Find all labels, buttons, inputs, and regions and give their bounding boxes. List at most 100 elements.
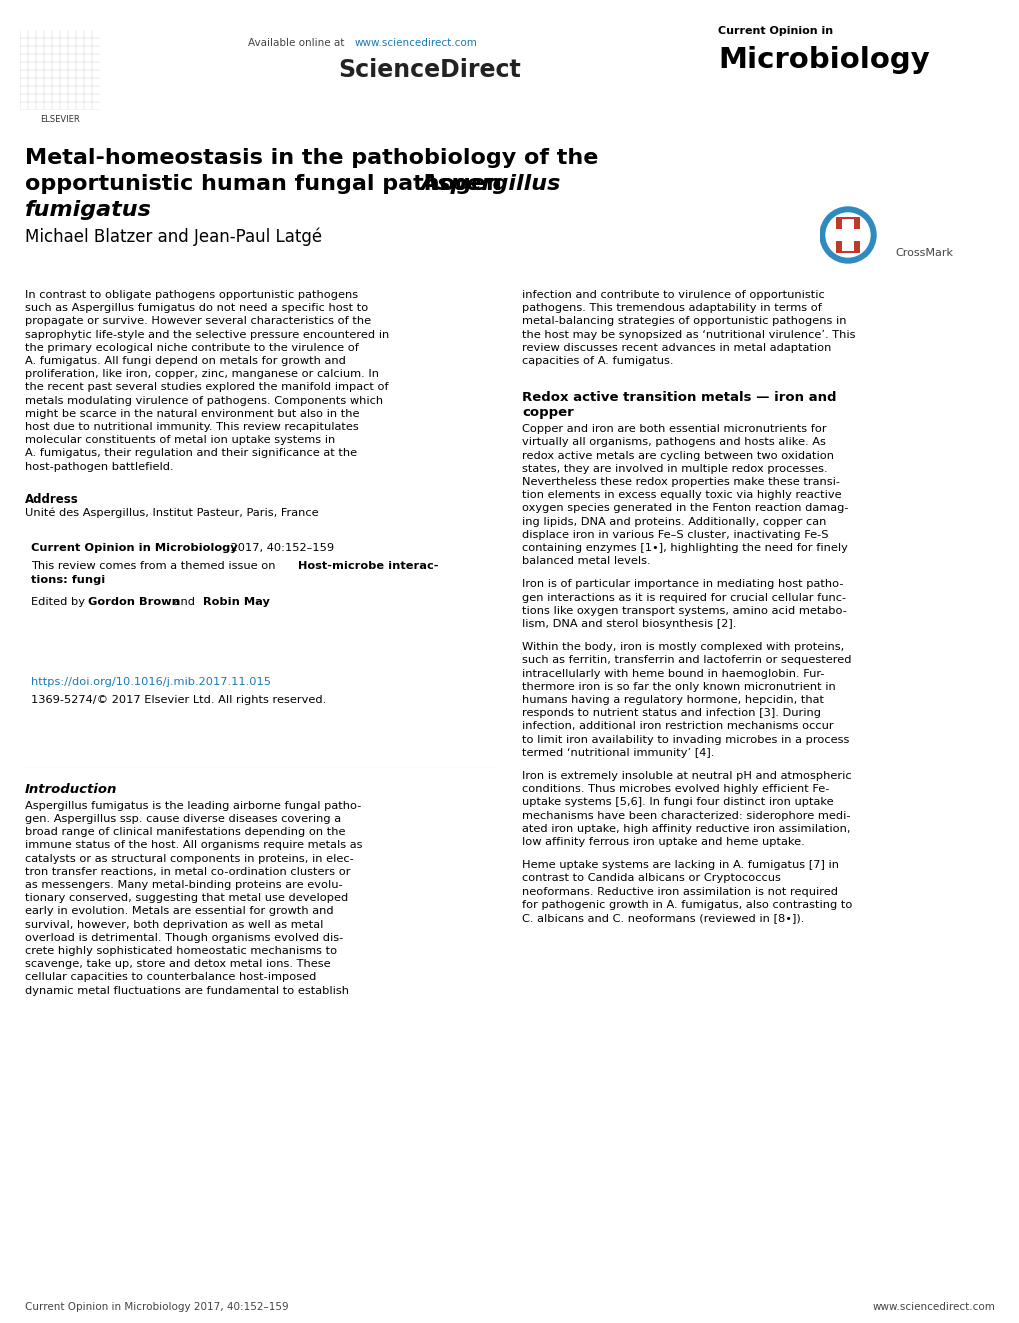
Text: gen. Aspergillus ssp. cause diverse diseases covering a: gen. Aspergillus ssp. cause diverse dise…: [25, 814, 340, 824]
Text: uptake systems [5,6]. In fungi four distinct iron uptake: uptake systems [5,6]. In fungi four dist…: [522, 798, 833, 807]
Circle shape: [825, 213, 869, 257]
Text: such as ferritin, transferrin and lactoferrin or sequestered: such as ferritin, transferrin and lactof…: [522, 655, 851, 665]
Text: tron transfer reactions, in metal co-ordination clusters or: tron transfer reactions, in metal co-ord…: [25, 867, 351, 877]
Text: overload is detrimental. Though organisms evolved dis-: overload is detrimental. Though organism…: [25, 933, 343, 943]
Text: displace iron in various Fe–S cluster, inactivating Fe-S: displace iron in various Fe–S cluster, i…: [522, 529, 827, 540]
Text: saprophytic life-style and the selective pressure encountered in: saprophytic life-style and the selective…: [25, 329, 389, 340]
Text: 2017, 40:152–159: 2017, 40:152–159: [227, 542, 334, 553]
Text: https://doi.org/10.1016/j.mib.2017.11.015: https://doi.org/10.1016/j.mib.2017.11.01…: [31, 677, 271, 687]
Text: Iron is extremely insoluble at neutral pH and atmospheric: Iron is extremely insoluble at neutral p…: [522, 771, 851, 781]
Text: CrossMark: CrossMark: [894, 247, 952, 258]
Bar: [832, 229, 863, 241]
Text: Introduction: Introduction: [25, 783, 117, 796]
Text: metals modulating virulence of pathogens. Components which: metals modulating virulence of pathogens…: [25, 396, 383, 406]
Text: crete highly sophisticated homeostatic mechanisms to: crete highly sophisticated homeostatic m…: [25, 946, 337, 957]
Text: Within the body, iron is mostly complexed with proteins,: Within the body, iron is mostly complexe…: [522, 642, 844, 652]
Text: redox active metals are cycling between two oxidation: redox active metals are cycling between …: [522, 451, 834, 460]
Text: containing enzymes [1•], highlighting the need for finely: containing enzymes [1•], highlighting th…: [522, 542, 847, 553]
Text: survival, however, both deprivation as well as metal: survival, however, both deprivation as w…: [25, 919, 323, 930]
Text: C. albicans and C. neoformans (reviewed in [8•]).: C. albicans and C. neoformans (reviewed …: [522, 913, 804, 923]
Text: cellular capacities to counterbalance host-imposed: cellular capacities to counterbalance ho…: [25, 972, 316, 983]
Bar: [841, 220, 853, 251]
Bar: [836, 217, 859, 253]
Text: Microbiology: Microbiology: [717, 46, 929, 74]
Text: ing lipids, DNA and proteins. Additionally, copper can: ing lipids, DNA and proteins. Additional…: [522, 516, 825, 527]
Text: Edited by: Edited by: [31, 597, 89, 607]
Text: broad range of clinical manifestations depending on the: broad range of clinical manifestations d…: [25, 827, 345, 837]
Text: states, they are involved in multiple redox processes.: states, they are involved in multiple re…: [522, 464, 826, 474]
Text: oxygen species generated in the Fenton reaction damag-: oxygen species generated in the Fenton r…: [522, 503, 848, 513]
Text: propagate or survive. However several characteristics of the: propagate or survive. However several ch…: [25, 316, 371, 327]
Text: host-pathogen battlefield.: host-pathogen battlefield.: [25, 462, 173, 471]
Text: dynamic metal fluctuations are fundamental to establish: dynamic metal fluctuations are fundament…: [25, 986, 348, 996]
Text: Address: Address: [25, 492, 78, 505]
Text: immune status of the host. All organisms require metals as: immune status of the host. All organisms…: [25, 840, 362, 851]
Text: Available online at: Available online at: [248, 38, 347, 48]
Text: Redox active transition metals — iron and: Redox active transition metals — iron an…: [522, 392, 836, 405]
Text: Aspergillus: Aspergillus: [420, 175, 559, 194]
Text: www.sciencedirect.com: www.sciencedirect.com: [355, 38, 478, 48]
Text: the host may be synopsized as ‘nutritional virulence’. This: the host may be synopsized as ‘nutrition…: [522, 329, 855, 340]
Text: the recent past several studies explored the manifold impact of: the recent past several studies explored…: [25, 382, 388, 393]
Text: molecular constituents of metal ion uptake systems in: molecular constituents of metal ion upta…: [25, 435, 335, 446]
Text: Michael Blatzer and Jean-Paul Latgé: Michael Blatzer and Jean-Paul Latgé: [25, 228, 322, 246]
Text: the primary ecological niche contribute to the virulence of: the primary ecological niche contribute …: [25, 343, 359, 353]
Text: Nevertheless these redox properties make these transi-: Nevertheless these redox properties make…: [522, 478, 840, 487]
Text: scavenge, take up, store and detox metal ions. These: scavenge, take up, store and detox metal…: [25, 959, 330, 970]
Text: fumigatus: fumigatus: [25, 200, 152, 220]
Text: proliferation, like iron, copper, zinc, manganese or calcium. In: proliferation, like iron, copper, zinc, …: [25, 369, 379, 380]
Text: contrast to Candida albicans or Cryptococcus: contrast to Candida albicans or Cryptoco…: [522, 873, 781, 884]
Text: conditions. Thus microbes evolved highly efficient Fe-: conditions. Thus microbes evolved highly…: [522, 785, 828, 794]
Text: A. fumigatus, their regulation and their significance at the: A. fumigatus, their regulation and their…: [25, 448, 357, 458]
Text: virtually all organisms, pathogens and hosts alike. As: virtually all organisms, pathogens and h…: [522, 438, 825, 447]
Text: copper: copper: [522, 406, 573, 419]
Text: Gordon Brown: Gordon Brown: [88, 597, 179, 607]
Text: and: and: [170, 597, 199, 607]
Text: review discusses recent advances in metal adaptation: review discusses recent advances in meta…: [522, 343, 830, 353]
Text: to limit iron availability to invading microbes in a process: to limit iron availability to invading m…: [522, 734, 849, 745]
Text: In contrast to obligate pathogens opportunistic pathogens: In contrast to obligate pathogens opport…: [25, 290, 358, 300]
Text: intracellularly with heme bound in haemoglobin. Fur-: intracellularly with heme bound in haemo…: [522, 668, 823, 679]
Text: balanced metal levels.: balanced metal levels.: [522, 556, 650, 566]
Text: Host-microbe interac-: Host-microbe interac-: [298, 561, 438, 570]
Text: lism, DNA and sterol biosynthesis [2].: lism, DNA and sterol biosynthesis [2].: [522, 619, 736, 628]
Text: opportunistic human fungal pathogen: opportunistic human fungal pathogen: [25, 175, 510, 194]
Text: pathogens. This tremendous adaptability in terms of: pathogens. This tremendous adaptability …: [522, 303, 821, 314]
Text: catalysts or as structural components in proteins, in elec-: catalysts or as structural components in…: [25, 853, 354, 864]
Text: Unité des Aspergillus, Institut Pasteur, Paris, France: Unité des Aspergillus, Institut Pasteur,…: [25, 508, 318, 519]
Text: A. fumigatus. All fungi depend on metals for growth and: A. fumigatus. All fungi depend on metals…: [25, 356, 345, 366]
Text: responds to nutrient status and infection [3]. During: responds to nutrient status and infectio…: [522, 708, 820, 718]
Text: such as Aspergillus fumigatus do not need a specific host to: such as Aspergillus fumigatus do not nee…: [25, 303, 368, 314]
Text: Copper and iron are both essential micronutrients for: Copper and iron are both essential micro…: [522, 425, 825, 434]
Text: metal-balancing strategies of opportunistic pathogens in: metal-balancing strategies of opportunis…: [522, 316, 846, 327]
Text: Metal-homeostasis in the pathobiology of the: Metal-homeostasis in the pathobiology of…: [25, 148, 598, 168]
Text: thermore iron is so far the only known micronutrient in: thermore iron is so far the only known m…: [522, 681, 835, 692]
Circle shape: [819, 206, 875, 263]
Text: Current Opinion in Microbiology 2017, 40:152–159: Current Opinion in Microbiology 2017, 40…: [25, 1302, 288, 1312]
Text: tions: fungi: tions: fungi: [31, 574, 105, 585]
Text: early in evolution. Metals are essential for growth and: early in evolution. Metals are essential…: [25, 906, 333, 917]
Text: www.sciencedirect.com: www.sciencedirect.com: [871, 1302, 994, 1312]
Text: tions like oxygen transport systems, amino acid metabo-: tions like oxygen transport systems, ami…: [522, 606, 846, 615]
Text: tionary conserved, suggesting that metal use developed: tionary conserved, suggesting that metal…: [25, 893, 347, 904]
Text: for pathogenic growth in A. fumigatus, also contrasting to: for pathogenic growth in A. fumigatus, a…: [522, 900, 852, 910]
Text: gen interactions as it is required for crucial cellular func-: gen interactions as it is required for c…: [522, 593, 846, 602]
Text: This review comes from a themed issue on: This review comes from a themed issue on: [31, 561, 279, 570]
Text: ELSEVIER: ELSEVIER: [40, 115, 79, 124]
Text: Current Opinion in Microbiology: Current Opinion in Microbiology: [31, 542, 237, 553]
Text: infection and contribute to virulence of opportunistic: infection and contribute to virulence of…: [522, 290, 824, 300]
Text: tion elements in excess equally toxic via highly reactive: tion elements in excess equally toxic vi…: [522, 491, 841, 500]
Text: 1369-5274/© 2017 Elsevier Ltd. All rights reserved.: 1369-5274/© 2017 Elsevier Ltd. All right…: [31, 695, 326, 705]
Text: Iron is of particular importance in mediating host patho-: Iron is of particular importance in medi…: [522, 579, 843, 590]
Text: mechanisms have been characterized: siderophore medi-: mechanisms have been characterized: side…: [522, 811, 850, 820]
Text: Heme uptake systems are lacking in A. fumigatus [7] in: Heme uptake systems are lacking in A. fu…: [522, 860, 839, 871]
Text: capacities of A. fumigatus.: capacities of A. fumigatus.: [522, 356, 673, 366]
Text: humans having a regulatory hormone, hepcidin, that: humans having a regulatory hormone, hepc…: [522, 695, 823, 705]
Text: infection, additional iron restriction mechanisms occur: infection, additional iron restriction m…: [522, 721, 833, 732]
Text: neoformans. Reductive iron assimilation is not required: neoformans. Reductive iron assimilation …: [522, 886, 838, 897]
Text: termed ‘nutritional immunity’ [4].: termed ‘nutritional immunity’ [4].: [522, 747, 713, 758]
Text: might be scarce in the natural environment but also in the: might be scarce in the natural environme…: [25, 409, 359, 419]
Text: as messengers. Many metal-binding proteins are evolu-: as messengers. Many metal-binding protei…: [25, 880, 342, 890]
Text: Robin May: Robin May: [203, 597, 270, 607]
Text: ated iron uptake, high affinity reductive iron assimilation,: ated iron uptake, high affinity reductiv…: [522, 824, 850, 833]
